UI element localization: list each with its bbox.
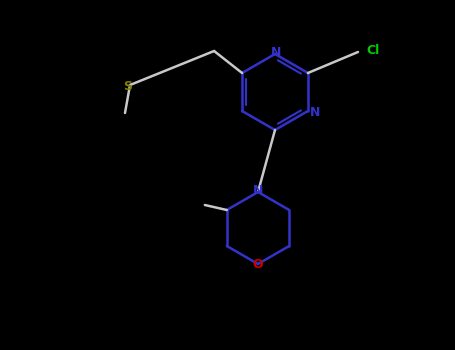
Text: N: N (310, 106, 320, 119)
Text: N: N (271, 47, 281, 60)
Text: Cl: Cl (366, 44, 379, 57)
Text: O: O (253, 259, 263, 272)
Text: N: N (253, 184, 263, 197)
Text: S: S (123, 79, 132, 92)
